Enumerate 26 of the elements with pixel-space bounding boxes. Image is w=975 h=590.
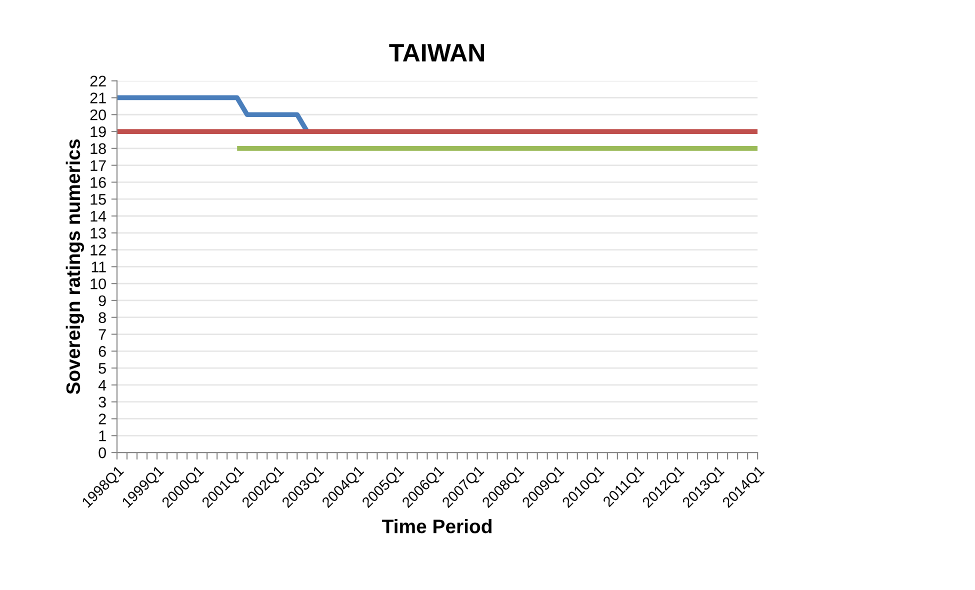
y-tick-label: 17 bbox=[90, 160, 106, 171]
y-tick-label: 18 bbox=[90, 143, 106, 154]
y-tick-label: 20 bbox=[90, 109, 106, 120]
y-tick-label: 15 bbox=[90, 194, 106, 205]
y-tick-label: 7 bbox=[98, 329, 106, 340]
chart-title: TAIWAN bbox=[389, 44, 484, 62]
y-tick-label: 6 bbox=[98, 346, 106, 357]
y-tick-label: 5 bbox=[98, 363, 106, 374]
y-tick-label: 16 bbox=[90, 177, 106, 188]
y-tick-label: 12 bbox=[90, 244, 106, 256]
y-tick-label: 0 bbox=[98, 447, 106, 458]
y-tick-label: 21 bbox=[90, 92, 106, 104]
y-tick-label: 9 bbox=[98, 295, 106, 306]
y-tick-label: 10 bbox=[90, 278, 106, 290]
y-tick-label: 2 bbox=[98, 414, 106, 424]
x-axis-title: Time Period bbox=[382, 518, 492, 534]
y-tick-label: 14 bbox=[90, 211, 106, 222]
y-tick-label: 8 bbox=[98, 312, 106, 324]
y-tick-label: 4 bbox=[98, 380, 106, 390]
y-axis-title: Sovereign ratings numerics bbox=[66, 139, 84, 394]
y-tick-label: 11 bbox=[92, 262, 106, 272]
y-tick-label: 19 bbox=[90, 126, 106, 138]
y-tick-label: 3 bbox=[98, 396, 106, 408]
y-tick-label: 13 bbox=[90, 228, 106, 239]
y-tick-label: 22 bbox=[90, 76, 106, 86]
y-tick-label: 1 bbox=[99, 430, 106, 442]
